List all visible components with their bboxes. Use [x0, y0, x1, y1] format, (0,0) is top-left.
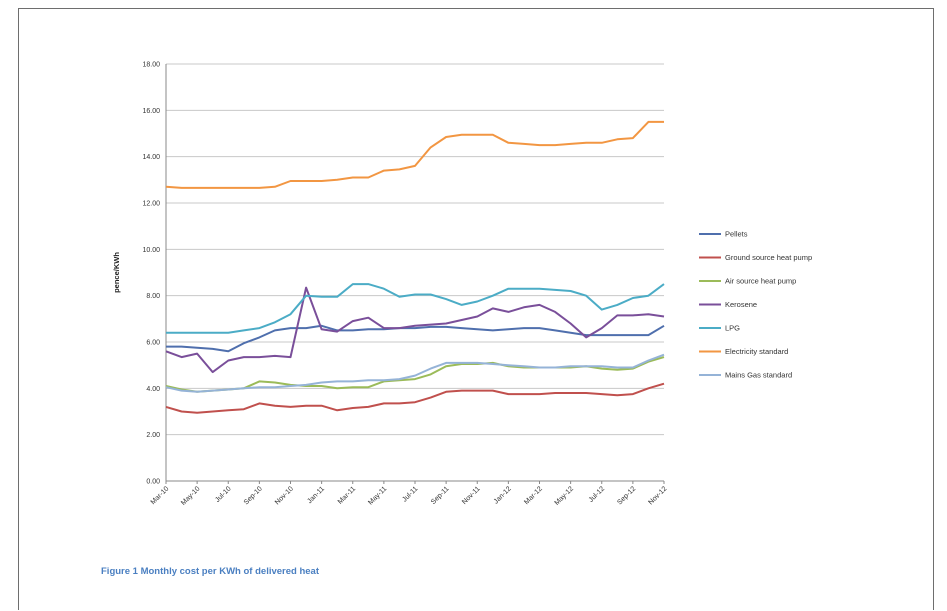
y-tick-label: 6.00 — [146, 340, 160, 347]
x-tick-label: Nov-12 — [647, 485, 668, 506]
x-tick-label: May-10 — [180, 485, 202, 507]
y-tick-label: 10.00 — [142, 247, 160, 254]
series-line-electricity — [165, 120, 664, 189]
legend-entry-kerosene: Kerosene — [725, 300, 757, 309]
x-tick-label: May-12 — [554, 485, 576, 507]
series-line-ground — [165, 382, 665, 414]
figure-caption: Figure 1 Monthly cost per KWh of deliver… — [101, 566, 319, 577]
x-tick-label: Jul-10 — [214, 485, 233, 504]
y-tick-labels: 0.00 2.00 4.00 6.00 8.00 10.00 12.00 14.00 16.00… — [142, 62, 160, 486]
legend-entry-air: Air source heat pump — [725, 277, 796, 286]
x-tick-label: Jan-12 — [493, 485, 513, 505]
y-tick-label: 4.00 — [146, 386, 160, 393]
x-tick-label: Mar-10 — [150, 485, 171, 506]
series-line-air — [165, 356, 665, 393]
y-tick-label: 2.00 — [146, 432, 160, 439]
x-tick-label: Mar-11 — [337, 485, 357, 505]
series-line-lpg — [166, 283, 665, 334]
y-tick-label: 14.00 — [142, 154, 160, 161]
legend-entry-lpg: LPG — [725, 324, 740, 333]
series-line-kerosene — [165, 286, 665, 374]
x-tick-label: Nov-10 — [274, 485, 295, 506]
x-tick-label: May-11 — [367, 485, 388, 506]
x-tick-label: Mar-12 — [523, 485, 544, 506]
x-tick-labels: Mar-10 May-10 Jul-10 Sep-10 Nov-10 Jan-11 Mar-… — [150, 485, 669, 507]
figure-frame: 0.00 2.00 4.00 6.00 8.00 10.00 12.00 14.00 16.00… — [18, 8, 934, 610]
series-line-pellets — [166, 324, 665, 353]
x-tick-label: Nov-11 — [461, 485, 482, 506]
legend-entry-electricity: Electricity standard — [725, 347, 788, 356]
series-line-mainsgas — [165, 353, 665, 393]
legend-entry-pellets: Pellets — [725, 230, 748, 239]
x-tick-label: Jan-11 — [306, 485, 326, 505]
x-tick-label: Jul-11 — [401, 485, 419, 503]
y-tick-label: 8.00 — [146, 293, 160, 300]
axes — [165, 64, 665, 484]
x-tick-label: Jul-12 — [588, 485, 607, 504]
legend-entry-ground: Ground source heat pump — [725, 253, 812, 262]
y-tick-label: 0.00 — [146, 479, 160, 486]
legend-entry-mainsgas: Mains Gas standard — [725, 371, 792, 380]
x-tick-label: Sep-12 — [616, 485, 637, 506]
y-axis-label: pence/KWh — [112, 252, 121, 293]
x-tick-label: Sep-10 — [243, 485, 264, 506]
line-chart: 0.00 2.00 4.00 6.00 8.00 10.00 12.00 14.00 16.00… — [112, 62, 812, 507]
legend: Pellets Ground source heat pump Air source… — [699, 230, 812, 380]
y-tick-label: 16.00 — [142, 108, 160, 115]
y-tick-label: 18.00 — [142, 62, 160, 69]
series-lines — [165, 120, 665, 414]
x-tick-label: Sep-11 — [430, 485, 451, 506]
y-tick-label: 12.00 — [142, 201, 160, 208]
